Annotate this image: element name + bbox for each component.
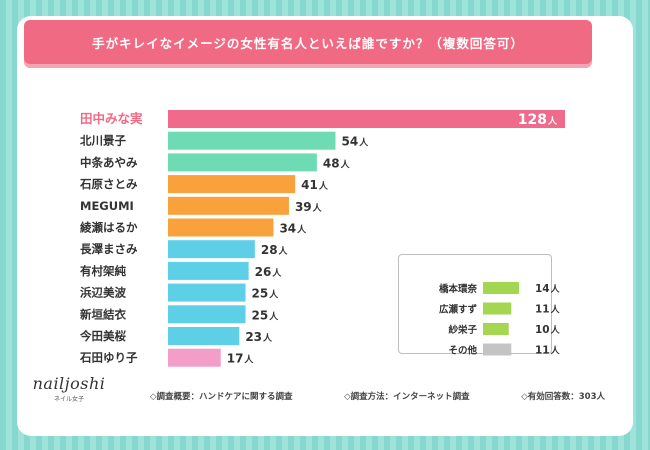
others-value-label: 11人 [535,345,561,357]
others-category-label: 橋本環奈 [439,283,478,295]
value-label: 34人 [279,222,307,236]
bar [168,196,289,215]
bar [168,131,336,150]
bar [168,348,221,367]
value-label: 17人 [227,352,255,366]
category-label: 今田美桜 [79,329,126,343]
category-label: 綾瀬はるか [80,221,138,235]
others-bar [483,323,509,335]
survey-overview: ◇調査概要：ハンドケアに関する調査 [150,392,293,402]
category-label: 田中みな実 [80,111,143,126]
category-label: MEGUMI [80,199,134,213]
logo-text: nailjoshi [32,374,106,393]
others-value-label: 10人 [535,324,561,336]
bar [168,305,246,324]
others-value-label: 14人 [535,283,561,295]
value-label: 26人 [255,265,283,279]
value-label: 128人 [518,112,558,128]
others-value-label: 11人 [535,304,561,316]
bar [168,240,255,259]
chart-title: 手がキレイなイメージの女性有名人といえば誰ですか？（複数回答可） [24,20,592,64]
value-label: 39人 [295,200,323,214]
others-category-label: 広瀬すず [439,304,478,316]
category-label: 新垣結衣 [80,307,126,321]
category-label: 浜辺美波 [80,286,126,300]
survey-method: ◇調査方法：インターネット調査 [344,392,470,402]
bar [168,327,240,345]
category-label: 長澤まさみ [80,242,138,256]
value-label: 25人 [252,287,280,301]
bar [168,110,565,128]
value-label: 23人 [245,330,273,344]
value-label: 54人 [341,135,369,149]
bar [168,261,249,280]
others-bar [483,343,512,356]
survey-footer: ◇調査概要：ハンドケアに関する調査 ◇調査方法：インターネット調査 ◇有効回答数… [150,390,605,402]
others-category-label: その他 [448,345,477,357]
chart-card [17,16,633,436]
category-label: 北川景子 [80,134,126,148]
category-label: 石原さとみ [79,177,138,191]
value-label: 41人 [301,178,329,192]
others-bar [483,302,512,315]
category-label: 中条あやみ [80,155,138,169]
bar [168,218,274,237]
category-label: 有村架純 [80,264,126,278]
others-category-label: 紗栄子 [448,324,477,336]
bar [168,175,296,194]
logo-subtext: ネイル女子 [53,396,84,403]
bar [168,283,246,302]
category-label: 石田ゆり子 [79,351,138,365]
survey-respondents: ◇有効回答数：303人 [521,392,605,402]
value-label: 48人 [323,156,351,170]
others-box [398,254,552,354]
value-label: 25人 [252,308,280,322]
value-label: 28人 [261,243,289,257]
nailjoshi-logo: nailjoshi ネイル女子 [26,374,112,403]
others-bar [483,282,519,294]
bar [168,153,317,172]
